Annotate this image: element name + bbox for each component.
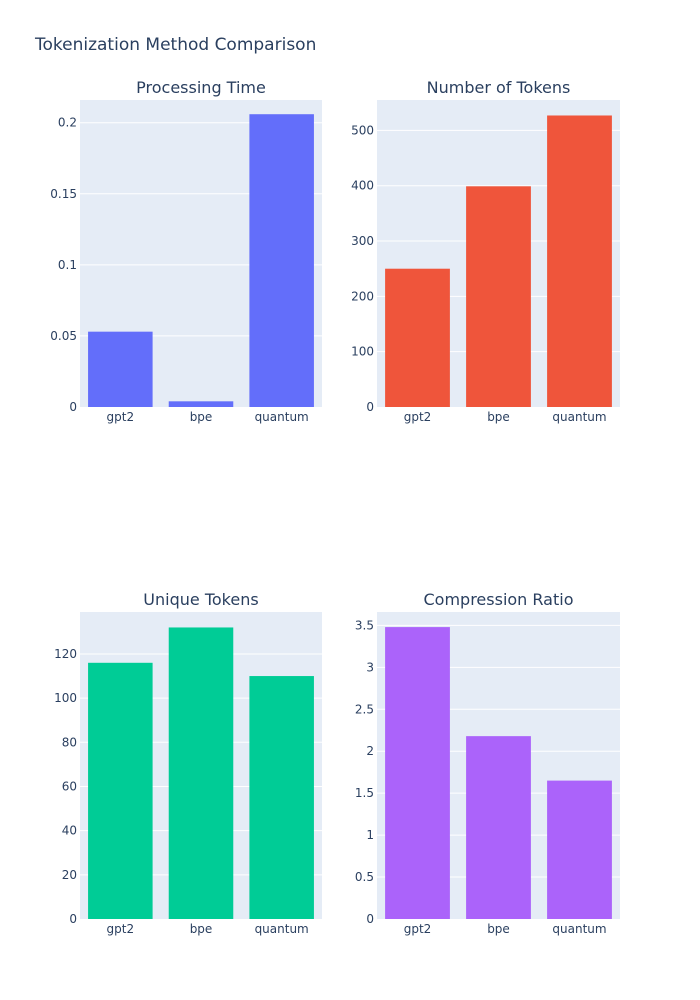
x-tick-label: quantum — [255, 922, 309, 936]
y-tick-label: 400 — [351, 179, 374, 193]
y-tick-label: 80 — [62, 735, 77, 749]
y-tick-label: 0.5 — [355, 870, 374, 884]
bar-gpt2[interactable] — [385, 627, 450, 919]
bar-quantum[interactable] — [249, 114, 314, 408]
panel-number-of-tokens: 0 100 200 300 400 500 gpt2 bpe quantum Number of … — [351, 78, 620, 424]
subplot-title: Unique Tokens — [143, 590, 258, 609]
x-tick-label: quantum — [255, 410, 309, 424]
x-tick-label: bpe — [190, 410, 213, 424]
bar-gpt2[interactable] — [385, 268, 450, 407]
y-tick-label: 0 — [69, 400, 77, 414]
y-tick-label: 60 — [62, 779, 77, 793]
y-tick-label: 2 — [366, 744, 374, 758]
y-tick-label: 0.15 — [50, 187, 77, 201]
y-tick-label: 20 — [62, 868, 77, 882]
bar-gpt2[interactable] — [88, 331, 153, 407]
y-tick-label: 1.5 — [355, 786, 374, 800]
figure-title: Tokenization Method Comparison — [34, 35, 316, 55]
x-tick-label: bpe — [190, 922, 213, 936]
y-tick-label: 500 — [351, 123, 374, 137]
y-tick-label: 3.5 — [355, 618, 374, 632]
y-tick-label: 100 — [54, 691, 77, 705]
bar-quantum[interactable] — [547, 780, 612, 919]
bar-bpe[interactable] — [466, 186, 531, 407]
y-tick-label: 2.5 — [355, 702, 374, 716]
subplot-title: Compression Ratio — [424, 590, 574, 609]
panel-processing-time: 0 0.05 0.1 0.15 0.2 gpt2 bpe quantum Processing … — [50, 78, 322, 424]
x-tick-label: gpt2 — [107, 410, 135, 424]
y-tick-label: 100 — [351, 345, 374, 359]
y-tick-label: 120 — [54, 647, 77, 661]
bar-quantum[interactable] — [249, 676, 314, 919]
x-tick-label: quantum — [552, 410, 606, 424]
x-tick-label: quantum — [552, 922, 606, 936]
y-tick-label: 0.2 — [58, 116, 77, 130]
panel-compression-ratio: 0 0.5 1 1.5 2 2.5 3 3.5 gpt2 bpe quantum Compressio… — [355, 590, 620, 936]
y-tick-label: 0.1 — [58, 258, 77, 272]
bar-quantum[interactable] — [547, 115, 612, 408]
y-tick-label: 0 — [69, 912, 77, 926]
subplot-title: Number of Tokens — [427, 78, 571, 97]
x-tick-label: bpe — [487, 410, 510, 424]
subplot-title: Processing Time — [136, 78, 266, 97]
y-tick-label: 0 — [366, 912, 374, 926]
bar-bpe[interactable] — [466, 736, 531, 919]
x-tick-label: bpe — [487, 922, 510, 936]
bar-bpe[interactable] — [168, 627, 234, 919]
y-tick-label: 300 — [351, 234, 374, 248]
x-tick-label: gpt2 — [404, 922, 432, 936]
y-tick-label: 0.05 — [50, 329, 77, 343]
x-tick-label: gpt2 — [404, 410, 432, 424]
y-tick-label: 3 — [366, 660, 374, 674]
panel-unique-tokens: 0 20 40 60 80 100 120 gpt2 bpe quantum Unique Toke… — [54, 590, 322, 936]
bar-bpe[interactable] — [168, 401, 234, 407]
subplot-grid: 0 0.05 0.1 0.15 0.2 gpt2 bpe quantum Processing … — [50, 78, 620, 936]
y-tick-label: 40 — [62, 824, 77, 838]
bar-gpt2[interactable] — [88, 662, 153, 919]
y-tick-label: 200 — [351, 289, 374, 303]
x-tick-label: gpt2 — [107, 922, 135, 936]
y-tick-label: 1 — [366, 828, 374, 842]
y-tick-label: 0 — [366, 400, 374, 414]
